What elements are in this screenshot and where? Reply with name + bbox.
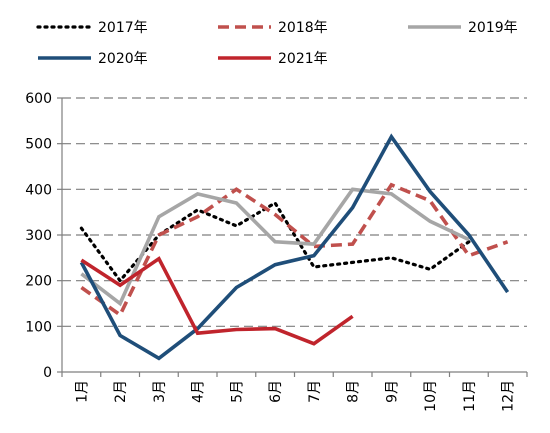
y-tick-label-500: 500: [25, 137, 52, 153]
y-tick-label-100: 100: [25, 319, 52, 335]
series-line-2021年: [80, 256, 354, 346]
series-line-2018年: [80, 182, 509, 318]
x-tick-label-8: 8月: [346, 380, 362, 403]
legend: 2017年 2018年 2019年 2020年 2021年: [36, 20, 518, 67]
legend-label-2018年: 2018年: [278, 20, 328, 36]
y-tick-label-400: 400: [25, 182, 52, 198]
series-lines: [79, 133, 510, 361]
y-axis-tick-labels: 0 100 200 300 400 500 600: [25, 91, 52, 381]
x-tick-label-4: 4月: [191, 380, 207, 403]
x-tick-label-9: 9月: [384, 380, 400, 403]
x-tick-label-2: 2月: [113, 380, 129, 403]
x-tick-label-6: 6月: [268, 380, 284, 403]
legend-label-2020年: 2020年: [98, 51, 148, 67]
legend-label-2019年: 2019年: [468, 20, 518, 36]
x-tick-label-5: 5月: [229, 380, 245, 403]
x-tick-label-11: 11月: [462, 380, 478, 412]
legend-label-2017年: 2017年: [98, 20, 148, 36]
y-tick-label-0: 0: [43, 365, 52, 381]
x-tick-label-12: 12月: [501, 380, 517, 412]
axes: [57, 97, 528, 377]
series-line-2019年: [80, 187, 470, 307]
y-tick-label-600: 600: [25, 91, 52, 107]
x-tick-label-7: 7月: [307, 380, 323, 403]
y-tick-label-300: 300: [25, 228, 52, 244]
legend-label-2021年: 2021年: [278, 51, 328, 67]
x-tick-label-1: 1月: [74, 380, 90, 403]
y-tick-label-200: 200: [25, 274, 52, 290]
series-line-2020年: [79, 133, 510, 361]
x-axis-tick-labels: 1月 2月 3月 4月 5月 6月 7月 8月 9月 10月 11月 12月: [74, 380, 516, 412]
x-tick-label-10: 10月: [423, 380, 439, 412]
x-tick-label-3: 3月: [152, 380, 168, 403]
series-line-2017年: [79, 200, 471, 284]
